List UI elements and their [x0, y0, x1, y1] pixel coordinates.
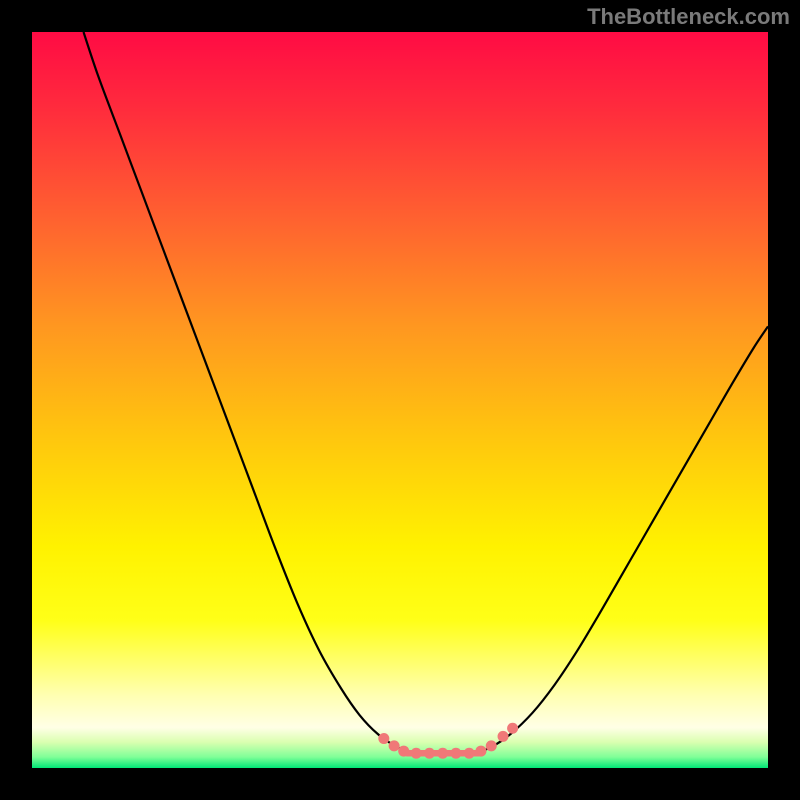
- marker-point: [437, 748, 448, 759]
- marker-point: [378, 733, 389, 744]
- chart-svg: [32, 32, 768, 768]
- plot-area: [32, 32, 768, 768]
- marker-point: [389, 740, 400, 751]
- marker-point: [450, 748, 461, 759]
- chart-container: TheBottleneck.com: [0, 0, 800, 800]
- marker-point: [475, 746, 486, 757]
- marker-point: [486, 740, 497, 751]
- marker-point: [464, 748, 475, 759]
- marker-point: [398, 746, 409, 757]
- gradient-background: [32, 32, 768, 768]
- marker-point: [424, 748, 435, 759]
- marker-point: [498, 731, 509, 742]
- marker-point: [507, 723, 518, 734]
- marker-point: [411, 748, 422, 759]
- watermark-text: TheBottleneck.com: [587, 4, 790, 30]
